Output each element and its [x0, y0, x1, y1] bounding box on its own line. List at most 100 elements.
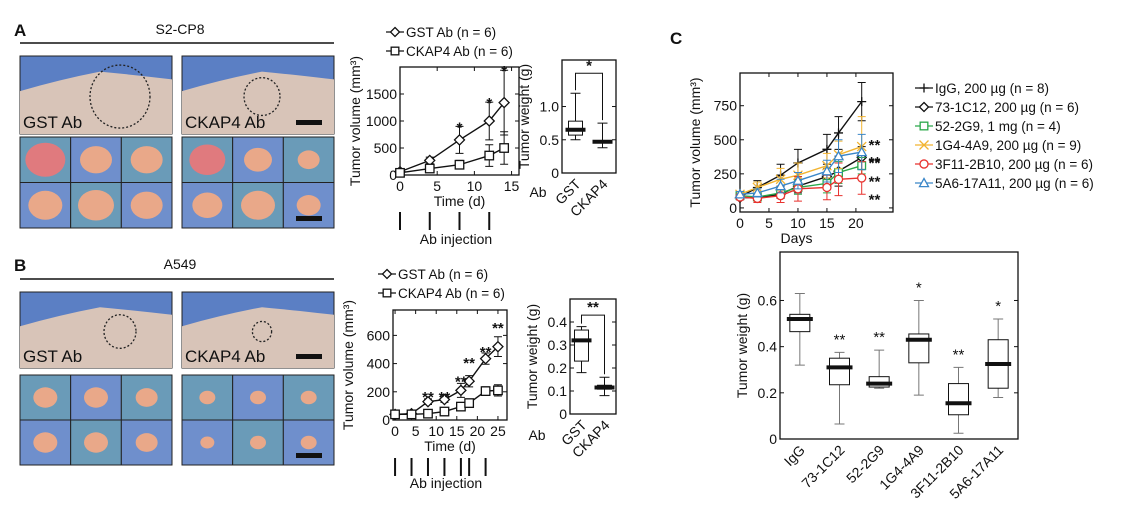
significance-marker: ** — [869, 192, 881, 209]
panel-a-ab-prefix: Ab — [529, 184, 546, 200]
legend-label: 52-2G9, 1 mg (n = 4) — [935, 119, 1061, 134]
y-axis-label: Tumor volume (mm³) — [340, 300, 356, 430]
gst-tumor-grid — [19, 374, 173, 466]
marker-triangle — [832, 150, 845, 161]
scale-bar — [296, 120, 322, 125]
whisker — [576, 326, 587, 374]
marker-x — [919, 140, 929, 150]
tumor — [135, 388, 158, 407]
gst-ab-label: GST Ab — [23, 347, 82, 366]
significance-marker: ** — [953, 346, 965, 363]
marker-triangle — [751, 187, 763, 198]
marker-triangle — [856, 146, 868, 157]
significance-marker: ** — [455, 374, 467, 391]
panel-a-injection-label: Ab injection — [420, 231, 492, 247]
significance-marker: ** — [869, 137, 881, 154]
marker-diamond — [453, 133, 466, 146]
panel-b-ab-prefix: Ab — [528, 427, 545, 443]
series-0 — [389, 336, 504, 421]
marker-circle — [919, 159, 929, 169]
panel-b-letter: B — [14, 256, 26, 275]
y-tick-label: 400 — [367, 356, 391, 372]
tumor — [300, 435, 317, 450]
marker-square — [406, 409, 417, 420]
marker-diamond — [483, 115, 496, 127]
whisker — [953, 366, 964, 434]
significance-marker: ** — [422, 389, 434, 406]
marker-triangle — [774, 180, 787, 191]
whisker — [599, 376, 610, 397]
x-tick-label: 0 — [736, 215, 744, 231]
whisker — [597, 122, 608, 149]
scale-bar — [296, 453, 322, 458]
series-0 — [394, 69, 511, 178]
marker-triangle — [734, 188, 746, 199]
bracket-line — [581, 314, 605, 375]
significance-marker: * — [586, 57, 592, 74]
marker-circle — [822, 182, 832, 193]
significance-marker: * — [995, 298, 1001, 315]
panel-b-photos: GST Ab CKAP4 Ab — [19, 291, 335, 466]
y-tick-label: 0.4 — [548, 314, 568, 330]
tumor — [300, 390, 317, 405]
box — [948, 383, 969, 416]
ckap4-tumor-grid — [181, 136, 335, 229]
tumor — [130, 191, 163, 219]
y-tick-label: 500 — [374, 140, 398, 156]
marker-diamond — [381, 268, 393, 280]
ckap4-ab-label: CKAP4 Ab — [185, 347, 265, 366]
x-tick-label: 5 — [412, 423, 420, 439]
tumor — [28, 190, 63, 220]
marker-square — [390, 409, 400, 420]
significance-marker: * — [486, 95, 492, 112]
significance-marker: ** — [834, 331, 846, 348]
gst-mouse-photo: GST Ab — [19, 55, 173, 135]
whisker — [570, 92, 581, 141]
x-tick-label: 20 — [470, 423, 486, 439]
tumor — [84, 387, 108, 408]
y-tick-label: 0 — [551, 165, 559, 181]
box — [574, 329, 589, 362]
marker-square — [439, 406, 450, 417]
panel-a-photos: GST Ab CKAP4 Ab — [19, 55, 335, 229]
series-line — [399, 102, 505, 173]
tumor — [296, 195, 321, 216]
y-tick-label: 0 — [559, 406, 567, 422]
legend-label: CKAP4 Ab (n = 6) — [406, 44, 513, 59]
marker-diamond — [498, 96, 511, 109]
plot-frame — [569, 298, 617, 415]
y-tick-label: 500 — [714, 132, 738, 148]
legend-label: 1G4-4A9, 200 µg (n = 9) — [935, 138, 1081, 153]
tumor — [244, 147, 272, 172]
box-IgG: IgG — [781, 293, 813, 469]
marker-triangle — [792, 174, 804, 185]
box — [829, 357, 850, 386]
tumor — [78, 189, 114, 221]
plot-frame — [739, 72, 894, 213]
marker-plus — [834, 128, 844, 138]
marker-triangle — [821, 165, 833, 176]
panel-a-title: S2-CP8 — [155, 21, 204, 37]
marker-circle — [833, 174, 844, 184]
tumor — [84, 432, 108, 453]
ckap4-ab-label: CKAP4 Ab — [185, 113, 265, 132]
whisker — [993, 318, 1004, 398]
C-volume-chart: 0 250 500 750 Tumor volume (mm³) 0 5 10 15 20 Days… — [687, 72, 1094, 246]
legend-item: 3F11-2B10, 200 µg (n = 6) — [915, 157, 1093, 172]
plot-frame — [392, 309, 508, 421]
tumor — [80, 146, 112, 174]
scale-bar — [296, 216, 322, 221]
ckap4-mouse-photo: CKAP4 Ab — [181, 291, 335, 369]
marker-square — [424, 163, 435, 174]
plot-frame — [561, 59, 617, 174]
mouse-skin — [182, 71, 334, 134]
x-tick-label: 15 — [449, 423, 465, 439]
y-tick-label: 0.3 — [548, 337, 568, 353]
marker-square — [484, 150, 495, 161]
bracket-line — [575, 72, 603, 121]
y-tick-label: 600 — [367, 327, 391, 343]
